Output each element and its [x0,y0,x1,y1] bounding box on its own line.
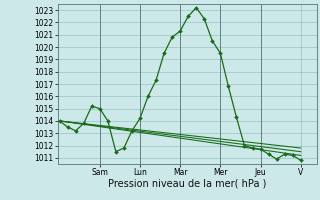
X-axis label: Pression niveau de la mer( hPa ): Pression niveau de la mer( hPa ) [108,179,266,189]
